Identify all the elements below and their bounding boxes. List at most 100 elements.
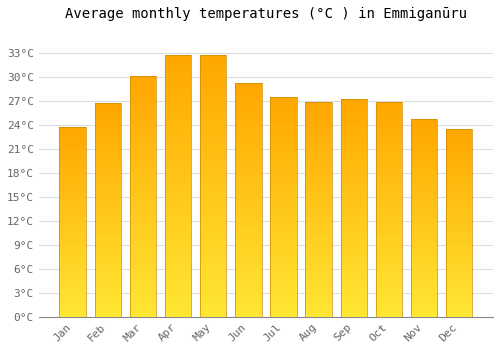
Bar	[376, 265, 402, 270]
Bar	[270, 123, 296, 128]
Bar	[340, 99, 367, 104]
Bar	[165, 223, 191, 228]
Bar	[200, 170, 226, 176]
Bar	[200, 290, 226, 296]
Bar	[130, 134, 156, 139]
Bar	[200, 202, 226, 207]
Bar	[411, 226, 438, 230]
Bar	[340, 234, 367, 239]
Bar	[130, 158, 156, 163]
Bar	[340, 178, 367, 182]
Bar	[94, 308, 121, 313]
Bar	[376, 158, 402, 162]
Bar	[235, 237, 262, 242]
Bar	[94, 184, 121, 188]
Bar	[94, 201, 121, 205]
Bar	[165, 103, 191, 108]
Bar	[94, 103, 121, 107]
Bar	[270, 282, 296, 286]
Bar	[306, 308, 332, 313]
Bar	[306, 218, 332, 222]
Bar	[94, 107, 121, 111]
Bar	[130, 264, 156, 269]
Bar	[60, 195, 86, 199]
Bar	[306, 145, 332, 149]
Bar	[376, 295, 402, 300]
Bar	[200, 275, 226, 280]
Bar	[235, 289, 262, 293]
Bar	[411, 175, 438, 178]
Bar	[376, 175, 402, 179]
Bar	[270, 163, 296, 167]
Bar	[60, 225, 86, 229]
Bar	[411, 230, 438, 234]
Bar	[200, 113, 226, 118]
Bar	[376, 196, 402, 201]
Bar	[306, 282, 332, 287]
Bar	[200, 144, 226, 149]
Bar	[340, 308, 367, 313]
Bar	[165, 280, 191, 286]
Bar	[200, 55, 226, 317]
Bar	[376, 231, 402, 235]
Bar	[411, 131, 438, 135]
Bar	[446, 193, 472, 197]
Bar	[411, 187, 438, 190]
Bar	[446, 219, 472, 223]
Bar	[235, 102, 262, 106]
Bar	[235, 83, 262, 87]
Bar	[165, 118, 191, 124]
Bar	[306, 183, 332, 188]
Bar	[446, 133, 472, 136]
Bar	[340, 230, 367, 234]
Bar	[270, 277, 296, 282]
Bar	[306, 304, 332, 308]
Bar	[200, 155, 226, 160]
Bar	[235, 256, 262, 261]
Bar	[340, 182, 367, 186]
Bar	[340, 139, 367, 143]
Bar	[446, 283, 472, 287]
Bar	[94, 120, 121, 124]
Bar	[446, 178, 472, 182]
Bar	[130, 76, 156, 317]
Bar	[446, 129, 472, 317]
Bar	[376, 300, 402, 304]
Bar	[446, 294, 472, 298]
Bar	[235, 303, 262, 307]
Bar	[235, 116, 262, 120]
Bar	[306, 201, 332, 205]
Bar	[200, 71, 226, 76]
Bar	[376, 128, 402, 132]
Bar	[200, 186, 226, 191]
Bar	[446, 279, 472, 283]
Bar	[340, 199, 367, 204]
Bar	[200, 223, 226, 228]
Bar	[165, 113, 191, 118]
Bar	[340, 186, 367, 191]
Bar	[94, 116, 121, 120]
Bar	[94, 180, 121, 184]
Bar	[376, 115, 402, 119]
Bar	[60, 286, 86, 290]
Bar	[200, 265, 226, 270]
Bar	[130, 302, 156, 307]
Bar	[270, 128, 296, 132]
Bar	[235, 275, 262, 279]
Bar	[340, 291, 367, 295]
Bar	[165, 139, 191, 144]
Bar	[376, 282, 402, 287]
Bar	[446, 298, 472, 302]
Bar	[130, 283, 156, 288]
Title: Average monthly temperatures (°C ) in Emmiganūru: Average monthly temperatures (°C ) in Em…	[65, 7, 467, 21]
Bar	[306, 313, 332, 317]
Bar	[235, 87, 262, 92]
Bar	[411, 190, 438, 194]
Bar	[235, 162, 262, 167]
Bar	[270, 255, 296, 260]
Bar	[340, 195, 367, 199]
Bar	[446, 182, 472, 185]
Bar	[270, 224, 296, 229]
Bar	[200, 124, 226, 128]
Bar	[94, 236, 121, 240]
